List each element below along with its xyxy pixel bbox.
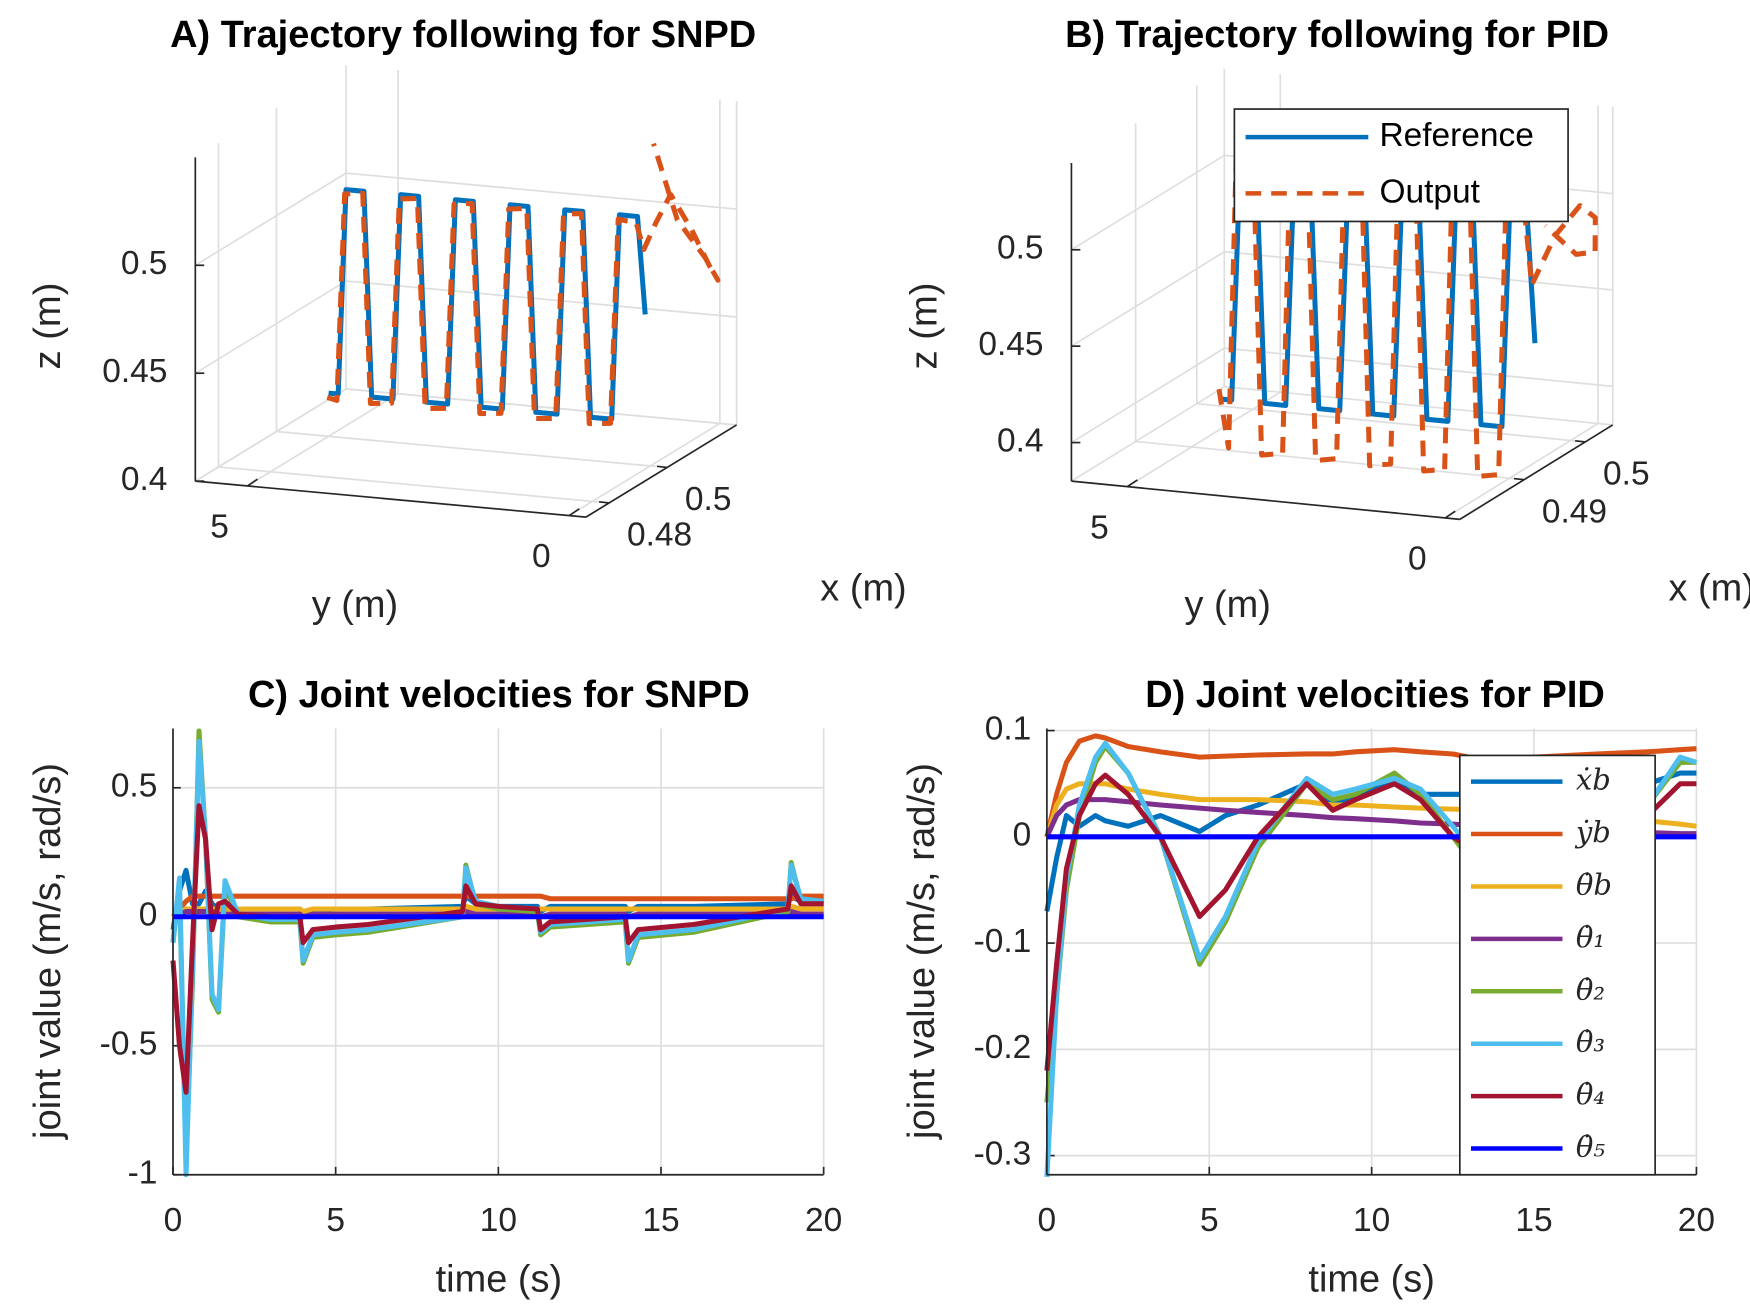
chart-title: B) Trajectory following for PID: [1065, 14, 1609, 56]
x-tick-label: 20: [1678, 1202, 1715, 1239]
grid-line: [1444, 422, 1599, 519]
z-tick-label: 0.4: [121, 461, 168, 498]
x-tick-label: 5: [1200, 1202, 1219, 1239]
x-tick-label: 0.49: [1542, 493, 1607, 530]
tick-mark: [246, 478, 258, 487]
x-tick-label: 10: [1353, 1202, 1390, 1239]
x-tick-label: 15: [1515, 1202, 1552, 1239]
legend-label: θ̇₄: [1576, 1077, 1605, 1111]
y-tick-label: 0.1: [985, 710, 1032, 747]
series-line: [171, 903, 824, 919]
z-tick-label: 0.4: [997, 422, 1044, 459]
grid-line: [1070, 251, 1225, 347]
x-tick-label: 0.5: [1603, 455, 1650, 492]
z-tick-label: 0.5: [997, 230, 1044, 267]
legend-box: [1233, 108, 1569, 223]
grid-line: [1126, 391, 1281, 488]
x-axis-label: time (s): [1308, 1259, 1434, 1301]
y-axis-label: y (m): [1184, 584, 1270, 626]
x-axis: [585, 424, 738, 518]
chart-title: C) Joint velocities for SNPD: [248, 674, 750, 716]
tick-mark: [1575, 439, 1586, 443]
grid-line: [1070, 347, 1225, 444]
y-tick-label: -0.2: [974, 1029, 1032, 1066]
x-axis-label: x (m): [820, 567, 906, 609]
x-axis: [1459, 424, 1614, 521]
x-tick-label: 0.48: [627, 516, 692, 553]
y-tick-label: 0: [1013, 817, 1032, 854]
y-tick-label: 5: [1090, 509, 1109, 546]
legend-label: θ̇₁: [1576, 920, 1605, 954]
grid-line: [247, 393, 399, 487]
trajectory-line: [1221, 186, 1538, 430]
box-edge: [194, 388, 347, 482]
legend-label: ẏb: [1574, 815, 1611, 849]
x-axis-label: x (m): [1669, 567, 1750, 609]
x-tick-label: 10: [480, 1202, 517, 1239]
tick-mark: [656, 465, 668, 469]
y-tick-label: 5: [210, 508, 229, 545]
box-edge: [345, 388, 737, 426]
chart-title: A) Trajectory following for SNPD: [170, 14, 756, 56]
grid-line: [194, 172, 347, 267]
x-tick-label: 15: [642, 1202, 679, 1239]
y-axis-label: joint value (m/s, rad/s): [27, 763, 69, 1140]
z-axis-label: z (m): [903, 282, 945, 369]
box-edge: [1224, 385, 1613, 426]
x-tick-label: 5: [326, 1202, 345, 1239]
tick-mark: [1513, 477, 1525, 481]
legend-label: θ̇b: [1576, 867, 1612, 901]
legend-label: θ̇₃: [1576, 1025, 1605, 1059]
z-tick-label: 0.45: [978, 326, 1043, 363]
trajectory-line: [326, 142, 721, 427]
y-tick-label: 0: [532, 538, 551, 575]
y-axis: [1071, 480, 1460, 521]
tick-mark: [598, 500, 610, 504]
x-tick-label: 0: [1038, 1202, 1057, 1239]
legend-label: θ̇₅: [1576, 1129, 1605, 1163]
y-tick-label: -0.1: [974, 923, 1032, 960]
grid-line: [276, 430, 668, 469]
y-axis-label: joint value (m/s, rad/s): [901, 763, 943, 1140]
tick-mark: [568, 508, 580, 517]
tick-mark: [1126, 479, 1138, 488]
legend-label: Output: [1379, 173, 1480, 210]
chart-title: D) Joint velocities for PID: [1145, 674, 1605, 716]
x-tick-label: 20: [805, 1202, 842, 1239]
y-tick-label: 0: [1408, 540, 1427, 577]
grid-line: [345, 172, 737, 210]
y-axis-label: y (m): [312, 584, 398, 626]
y-axis: [195, 480, 587, 518]
grid-line: [1070, 154, 1225, 251]
x-axis-label: time (s): [436, 1259, 562, 1301]
z-tick-label: 0.5: [121, 245, 168, 282]
z-tick-label: 0.45: [102, 353, 167, 390]
series-line: [172, 909, 824, 920]
x-tick-label: 0.5: [685, 481, 732, 518]
y-tick-label: -1: [128, 1155, 158, 1192]
y-tick-label: -0.5: [100, 1026, 158, 1063]
legend-label: θ̇₂: [1576, 972, 1605, 1006]
z-axis-label: z (m): [27, 282, 69, 369]
grid-line: [345, 280, 737, 318]
legend-box: [1458, 754, 1656, 1176]
grid-line: [568, 422, 721, 517]
x-tick-label: 0: [164, 1202, 183, 1239]
box-edge: [1070, 385, 1225, 482]
grid-line: [218, 466, 610, 504]
y-tick-label: -0.3: [974, 1135, 1032, 1172]
y-tick-label: 0: [139, 897, 158, 934]
y-tick-label: 0.5: [111, 768, 158, 805]
legend-label: Reference: [1379, 117, 1533, 154]
legend-label: ẋb: [1576, 763, 1611, 797]
grid-line: [194, 280, 347, 374]
series-line: [170, 803, 824, 1095]
tick-mark: [1444, 510, 1456, 519]
